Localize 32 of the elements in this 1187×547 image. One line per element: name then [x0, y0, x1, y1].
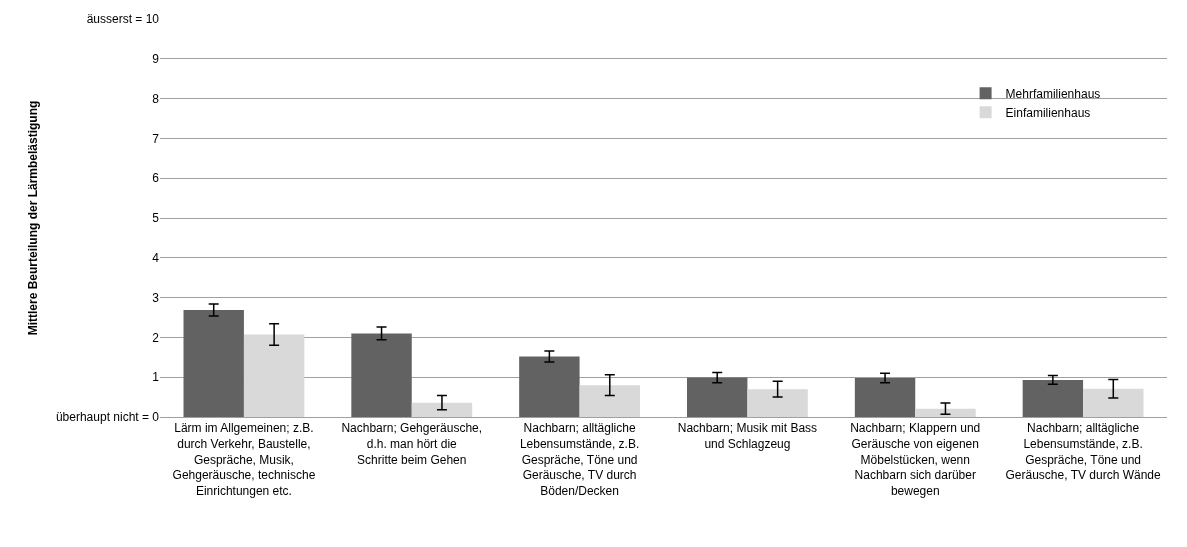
bar [854, 378, 916, 417]
bar [519, 356, 580, 417]
y-tick-label: 4 [152, 251, 160, 265]
x-tick-label: Nachbarn; Musik mit Bass und Schlagzeug [677, 421, 818, 451]
x-tick-label: Nachbarn; alltägliche Lebensumstände, z.B. Gespräche, Töne und Geräusche, TV durch Böden/Decken [519, 421, 640, 498]
y-tick-label: 8 [152, 91, 160, 106]
bar [1083, 388, 1144, 417]
y-tick-label: 1 [152, 370, 160, 385]
bar [243, 334, 305, 417]
x-tick-label: Lärm im Allgemeinen; z.B. durch Verkehr, Baustelle, Gespräche, Musik, Gehgeräusche, technische Einrichtungen etc. [172, 421, 316, 498]
x-tick-label: Nachbarn; alltägliche Lebensumstände, z.B. Gespräche, Töne und Geräusche, TV durch Wände [1005, 421, 1161, 483]
y-tick-label: 7 [152, 131, 160, 146]
x-tick-label: Nachbarn; Klappern und Geräusche von eigenen Möbelstücken, wenn Nachbarn sich darüber bewegen [850, 421, 981, 498]
y-tick-label: äusserst = 10 [86, 12, 160, 27]
y-tick-label: überhaupt nicht = 0 [55, 410, 160, 425]
bar [411, 402, 473, 417]
legend-label: Mehrfamilienhaus [1005, 86, 1101, 101]
bar [1022, 379, 1084, 417]
y-tick-label: 3 [152, 290, 160, 305]
bar [915, 408, 976, 417]
y-tick-label: 5 [152, 211, 160, 226]
y-axis-title: Mittlere Beurteilung der Lärmbelästigung [26, 100, 41, 336]
x-tick-label: Nachbarn; Gehgeräusche, d.h. man hört die Schritte beim Gehen [341, 421, 483, 467]
y-tick-label: 6 [152, 171, 160, 186]
bar [687, 377, 748, 417]
bar [183, 309, 244, 417]
bar [579, 385, 640, 417]
legend-label: Einfamilienhaus [1005, 105, 1091, 120]
bar [351, 333, 412, 417]
bar [747, 389, 808, 417]
y-tick-label: 9 [152, 52, 160, 66]
y-tick-label: 2 [152, 330, 160, 345]
